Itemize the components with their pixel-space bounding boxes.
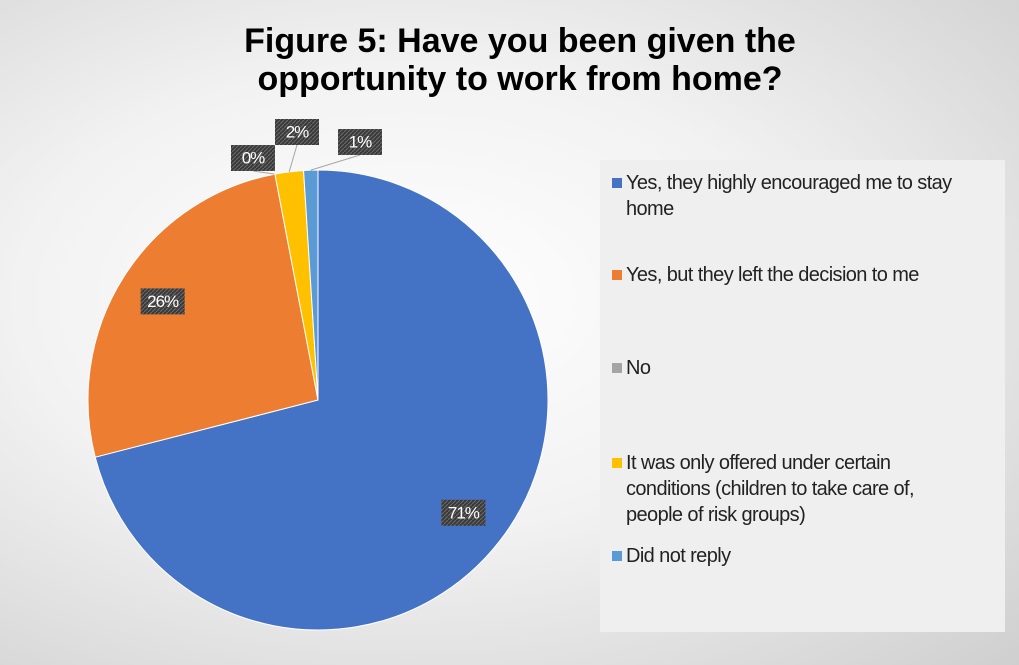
data-label-box	[140, 288, 185, 315]
legend-label: It was only offered under certain condit…	[626, 452, 915, 526]
data-label: 2%	[286, 122, 309, 141]
data-label: 0%	[242, 148, 265, 167]
leader-line	[288, 144, 298, 172]
data-label-box	[441, 499, 486, 526]
pie-slice	[87, 173, 319, 458]
data-label-box	[338, 129, 382, 155]
pie-slice	[94, 169, 549, 631]
legend-swatch	[612, 363, 622, 373]
data-label-box	[275, 119, 319, 145]
leader-line	[252, 170, 275, 175]
legend-swatch	[612, 178, 622, 188]
data-label: 26%	[147, 292, 179, 311]
legend-entry: Yes, but they left the decision to me	[612, 262, 972, 288]
data-label: 71%	[448, 503, 480, 522]
legend-entry: Did not reply	[612, 543, 972, 569]
legend-label: Did not reply	[626, 545, 731, 567]
legend-label: No	[626, 357, 651, 379]
chart-title: Figure 5: Have you been given the opport…	[244, 22, 796, 98]
legend-swatch	[612, 458, 622, 468]
legend-label: Yes, they highly encouraged me to stay h…	[626, 172, 952, 220]
data-label: 1%	[349, 132, 372, 151]
leader-line	[310, 154, 361, 171]
legend-entry: It was only offered under certain condit…	[612, 450, 972, 528]
legend-entry: Yes, they highly encouraged me to stay h…	[612, 170, 972, 222]
pie-slice	[303, 169, 319, 401]
legend-entry: No	[612, 355, 972, 381]
legend-swatch	[612, 270, 622, 280]
legend: Yes, they highly encouraged me to stay h…	[600, 160, 1005, 632]
legend-label: Yes, but they left the decision to me	[626, 264, 919, 286]
data-label-box	[231, 145, 275, 171]
legend-swatch	[612, 551, 622, 561]
